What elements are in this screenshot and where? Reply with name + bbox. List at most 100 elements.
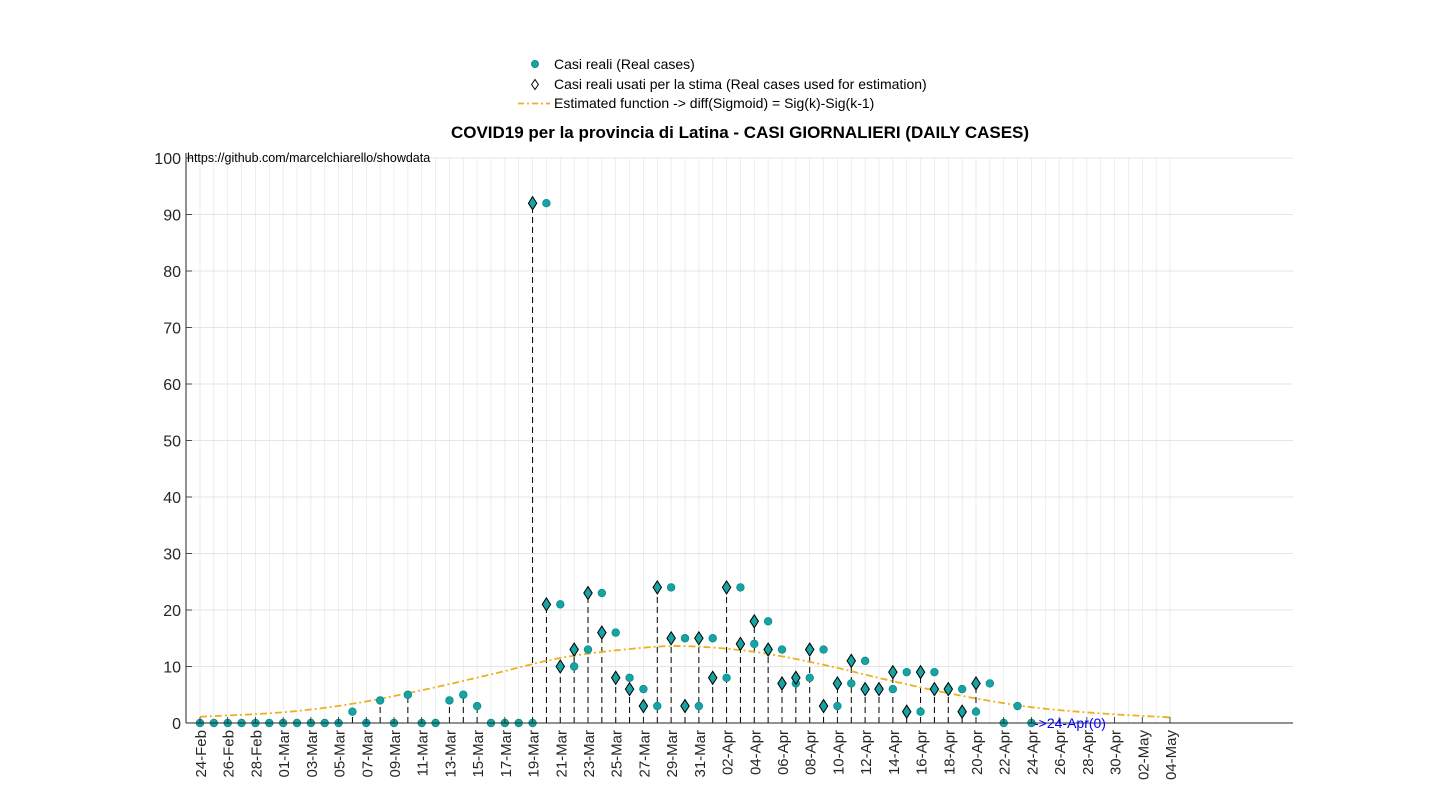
estimation-case-marker	[610, 670, 621, 686]
real-case-point	[556, 600, 565, 609]
x-tick-label: 04-May	[1163, 730, 1180, 781]
x-tick-label: 27-Mar	[636, 730, 653, 778]
estimation-case-marker	[624, 681, 635, 697]
estimation-case-marker	[597, 625, 607, 641]
x-tick-label: 28-Feb	[248, 730, 265, 778]
real-case-point	[1013, 701, 1022, 711]
estimation-case-marker	[818, 698, 829, 714]
estimation-case-marker	[569, 642, 579, 657]
x-tick-label: 16-Apr	[914, 730, 931, 775]
real-case-point	[708, 634, 717, 643]
x-tick-label: 09-Mar	[387, 730, 404, 778]
estimation-case-marker	[721, 579, 732, 595]
estimation-case-marker	[694, 630, 704, 646]
real-case-point	[722, 673, 731, 682]
x-tick-label: 31-Mar	[692, 730, 709, 778]
real-case-point	[348, 707, 357, 716]
x-tick-label: 06-Apr	[775, 730, 792, 775]
real-case-point	[597, 588, 607, 598]
x-tick-label: 04-Apr	[747, 730, 764, 775]
estimation-case-marker	[915, 664, 926, 680]
x-tick-label: 11-Mar	[415, 730, 432, 776]
real-case-point	[583, 645, 593, 654]
x-tick-label: 26-Feb	[221, 730, 238, 778]
legend-label: Casi reali (Real cases)	[554, 56, 695, 72]
estimation-case-marker	[874, 681, 884, 697]
legend-item-estimated-function: Estimated function -> diff(Sigmoid) = Si…	[516, 94, 966, 114]
estimation-case-marker	[957, 704, 967, 720]
estimation-case-marker	[735, 636, 746, 652]
estimation-case-marker	[555, 659, 566, 674]
real-case-point	[833, 701, 842, 711]
stems	[351, 203, 977, 723]
legend-item-estimation-cases: Casi reali usati per la stima (Real case…	[516, 75, 966, 95]
x-tick-label: 25-Mar	[609, 730, 626, 778]
real-case-point	[819, 645, 828, 654]
y-tick-label: 60	[163, 377, 181, 394]
real-case-point	[653, 701, 662, 711]
estimation-case-marker	[707, 670, 718, 686]
real-case-point	[639, 684, 648, 694]
axes: 0 10 20 30 40 50 60 70 80 90 100 24-Feb 26-Feb 28-Feb…	[154, 151, 1293, 780]
real-case-point	[860, 656, 870, 666]
real-case-point	[930, 667, 939, 677]
y-tick-label: 50	[163, 434, 181, 451]
real-case-point	[569, 662, 579, 671]
x-tick-label: 03-Mar	[304, 730, 321, 778]
estimation-case-marker	[791, 670, 801, 686]
x-tick-label: 17-Mar	[498, 730, 515, 778]
chart-annotation: ->24-Apr(0)	[1034, 715, 1106, 731]
estimation-case-marker	[901, 704, 912, 720]
fit-curve	[199, 645, 1171, 719]
real-case-point	[847, 679, 856, 688]
estimation-case-marker	[832, 676, 843, 691]
y-tick-label: 30	[163, 547, 181, 564]
real-case-point	[985, 679, 995, 688]
estimation-case-marker	[846, 653, 857, 669]
x-tick-label: 14-Apr	[886, 730, 903, 775]
real-case-point	[403, 690, 413, 699]
estimation-case-marker	[804, 642, 815, 657]
real-case-point	[957, 684, 967, 694]
x-tick-label: 22-Apr	[997, 730, 1014, 775]
x-tick-label: 28-Apr	[1080, 730, 1097, 775]
x-tick-label: 21-Mar	[553, 730, 570, 778]
x-tick-label: 08-Apr	[803, 730, 820, 775]
real-case-point	[472, 701, 482, 711]
real-case-point	[916, 707, 925, 716]
estimation-case-marker	[860, 681, 870, 697]
x-tick-label: 05-Mar	[332, 730, 349, 778]
estimation-case-marker	[749, 613, 760, 629]
estimation-case-marker	[638, 698, 649, 714]
estimation-case-marker	[888, 664, 898, 680]
y-tick-label: 40	[163, 490, 181, 507]
estimation-case-marker	[666, 630, 676, 646]
x-tick-label: 24-Feb	[193, 730, 210, 778]
y-tick-label: 0	[172, 716, 181, 733]
x-tick-label: 10-Apr	[830, 730, 847, 775]
y-tick-label: 90	[163, 208, 181, 225]
real-case-point	[777, 645, 787, 654]
y-tick-label: 10	[163, 660, 181, 677]
estimation-case-marker	[929, 681, 940, 697]
x-tick-label: 19-Mar	[526, 730, 543, 778]
x-tick-label: 12-Apr	[858, 730, 875, 775]
estimation-case-marker	[583, 585, 593, 601]
x-tick-label: 30-Apr	[1108, 730, 1125, 775]
y-tick-label: 20	[163, 603, 181, 620]
real-case-point	[375, 696, 385, 705]
x-tick-label: 20-Apr	[969, 730, 986, 775]
x-tick-label: 23-Mar	[581, 730, 598, 778]
real-case-point	[750, 639, 759, 649]
dash-dot-line-icon	[518, 102, 550, 105]
real-case-point	[542, 198, 551, 208]
x-tick-label: 29-Mar	[664, 730, 681, 778]
y-tick-label: 70	[163, 321, 181, 338]
real-case-point	[611, 628, 620, 637]
estimation-case-marker	[541, 596, 552, 612]
real-case-point	[763, 617, 773, 626]
y-tick-label: 80	[163, 264, 181, 281]
estimation-case-marker	[680, 698, 690, 714]
legend-label: Casi reali usati per la stima (Real case…	[554, 75, 927, 92]
